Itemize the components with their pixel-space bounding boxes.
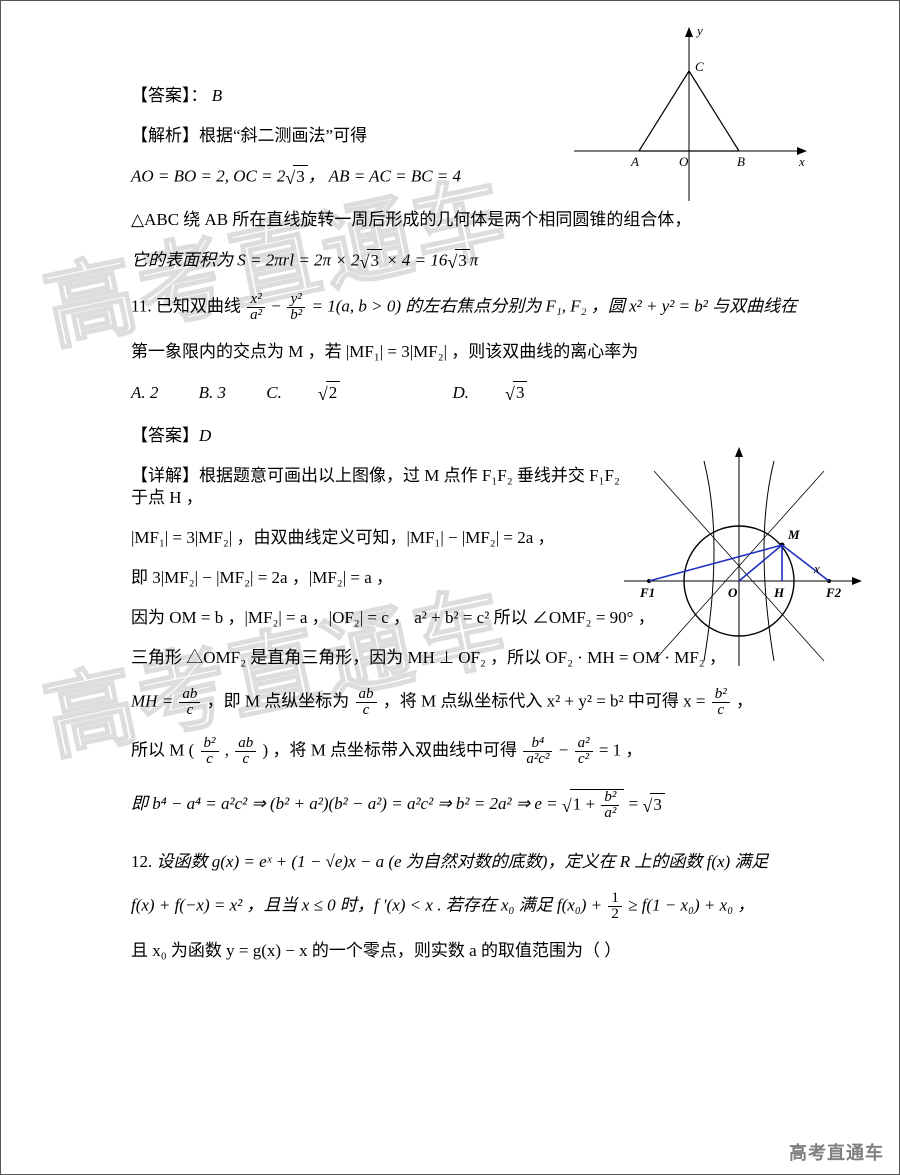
q11-stem-mid: = 1(a, b > 0) 的左右焦点分别为 F₁, F₂ ，圆 x² + y²…	[311, 296, 797, 315]
answer-label: 【答案】：	[131, 86, 208, 105]
q12-stem2-pre: f(x) + f(−x) = x² ，且当 x ≤ 0 时，f ′(x) < x…	[131, 896, 606, 915]
q12-stem1-text: 设函数 g(x) = eˣ + (1 − √e)x − a (e 为自然对数的底…	[157, 852, 769, 871]
frac-num: b²	[201, 736, 219, 752]
option-d-pre: D.	[453, 382, 470, 404]
frac-num: y²	[287, 292, 305, 308]
sqrt-body: 2	[326, 381, 341, 404]
q11-svg: x F1 O H F2 M	[614, 441, 864, 671]
option-c: C. 2	[266, 381, 412, 406]
option-c-pre: C.	[266, 382, 282, 404]
sqrt-body: 1 + b²a²	[570, 789, 625, 821]
frac-den: c	[235, 752, 256, 767]
frac-den: c	[179, 703, 200, 718]
frac-num: 1	[608, 891, 622, 907]
q12-stem3: 且 x₀ 为函数 y = g(x) − x 的一个零点，则实数 a 的取值范围为…	[131, 940, 859, 962]
l5-mid2: ，将 M 点纵坐标代入 x² + y² = b² 中可得 x =	[383, 692, 710, 711]
q10-answer-value: B	[212, 86, 222, 105]
q11-l3: 因为 OM = b ，|MF₂| = a ，|OF₂| = c ， a² + b…	[131, 607, 859, 629]
q11-detail-label: 【详解】根据题意可画出以上图像，过 M 点作 F₁F₂ 垂线并交 F₁F₂ 于点…	[131, 465, 621, 509]
frac-den: c	[201, 752, 219, 767]
sqrt-body: 3	[513, 381, 528, 404]
q10-eq1-post: ， AB = AC = BC = 4	[308, 167, 461, 186]
l6-mid: ) ，将 M 点坐标带入双曲线中可得	[263, 741, 522, 760]
q10-eq1: AO = BO = 2, OC = 2 3， AB = AC = BC = 4	[131, 165, 859, 190]
q11-l6: 所以 M ( b²c , abc ) ，将 M 点坐标带入双曲线中可得 b⁴a²…	[131, 736, 859, 767]
sqrt-body: 3	[367, 249, 382, 272]
q12-stem1: 12. 设函数 g(x) = eˣ + (1 − √e)x − a (e 为自然…	[131, 851, 859, 873]
frac-den: c	[356, 703, 377, 718]
l6-minus: −	[559, 741, 573, 760]
q10-surface-post: π	[470, 250, 479, 269]
l7-pre: 即 b⁴ − a⁴ = a²c² ⇒ (b² + a²)(b² − a²) = …	[131, 794, 562, 813]
q11-l7: 即 b⁴ − a⁴ = a²c² ⇒ (b² + a²)(b² − a²) = …	[131, 789, 859, 821]
frac-num: b⁴	[523, 736, 552, 752]
svg-text:C: C	[695, 59, 704, 74]
frac-num: ab	[235, 736, 256, 752]
q11-diagram: x F1 O H F2 M	[614, 441, 864, 676]
l6-pre: 所以 M (	[131, 741, 199, 760]
q11-answer-value: D	[199, 426, 211, 445]
q12-stem2: f(x) + f(−x) = x² ，且当 x ≤ 0 时，f ′(x) < x…	[131, 891, 859, 922]
l6-post: = 1 ，	[599, 741, 643, 760]
q11-stem-pre: 已知双曲线	[156, 296, 245, 315]
footer-brand: 高考直通车	[789, 1139, 884, 1165]
frac-num: a²	[575, 736, 593, 752]
q11-number: 11.	[131, 296, 152, 315]
q10-analysis-label: 【解析】根据“斜二测画法”可得	[131, 125, 859, 147]
frac-num: x²	[247, 292, 265, 308]
page-container: y x A O B C 【答案】： B 【解析】根据“斜二测画法”可得 AO =…	[0, 0, 900, 1175]
frac-den: b²	[287, 308, 305, 323]
q10-surface: 它的表面积为 S = 2πrl = 2π × 23 × 4 = 163π	[131, 249, 859, 274]
q10-answer: 【答案】： B	[131, 85, 859, 107]
frac-num: b²	[601, 790, 619, 806]
q10-surface-pre: 它的表面积为 S = 2πrl = 2π × 2	[131, 250, 360, 269]
q11-l2: 即 3|MF₂| − |MF₂| = 2a ，|MF₂| = a ，	[131, 567, 859, 589]
minus-sign: −	[271, 296, 281, 315]
l5-mid: ，即 M 点纵坐标为	[207, 692, 354, 711]
option-b: B. 3	[199, 382, 226, 404]
option-a: A. 2	[131, 382, 158, 404]
l5-pre: MH =	[131, 692, 177, 711]
l5-post: ，	[736, 692, 753, 711]
frac-num: b²	[712, 687, 730, 703]
frac-num: ab	[179, 687, 200, 703]
q11-l1: |MF₁| = 3|MF₂| ，由双曲线定义可知，|MF₁| − |MF₂| =…	[131, 527, 859, 549]
option-d: D. 3	[453, 381, 600, 406]
q11-l4: 三角形 △OMF₂ 是直角三角形，因为 MH ⊥ OF₂ ，所以 OF₂ · M…	[131, 647, 859, 669]
frac-den: c	[712, 703, 730, 718]
q12-stem2-post: ≥ f(1 − x₀) + x₀ ，	[628, 896, 754, 915]
q10-eq1-sqrt: 3	[293, 165, 308, 188]
l7-eq: =	[629, 794, 643, 813]
q11-l5: MH = abc ，即 M 点纵坐标为 abc ，将 M 点纵坐标代入 x² +…	[131, 687, 859, 718]
svg-text:y: y	[695, 23, 703, 38]
q11-stem-line2: 第一象限内的交点为 M ，若 |MF₁| = 3|MF₂| ，则该双曲线的离心率…	[131, 341, 859, 363]
frac-den: c²	[575, 752, 593, 767]
frac-den: a²c²	[523, 752, 552, 767]
q12-number: 12.	[131, 852, 152, 871]
q10-surface-mid2: × 4 = 16	[382, 250, 447, 269]
l6-comma: ,	[225, 741, 234, 760]
frac-num: ab	[356, 687, 377, 703]
sqrt-body: 3	[650, 793, 665, 816]
q11-stem-line1: 11. 已知双曲线 x²a² − y²b² = 1(a, b > 0) 的左右焦…	[131, 292, 859, 323]
frac-den: a²	[247, 308, 265, 323]
frac-den: a²	[601, 806, 619, 821]
q10-eq1-pre: AO = BO = 2, OC = 2	[131, 167, 285, 186]
answer-label: 【答案】	[131, 426, 199, 445]
sqrt-body: 3	[455, 249, 470, 272]
frac-den: 2	[608, 907, 622, 922]
l7-inner: 1 +	[573, 795, 600, 814]
q10-body: △ABC 绕 AB 所在直线旋转一周后形成的几何体是两个相同圆锥的组合体，	[131, 209, 859, 231]
q11-options: A. 2 B. 3 C. 2 D. 3	[131, 381, 859, 406]
